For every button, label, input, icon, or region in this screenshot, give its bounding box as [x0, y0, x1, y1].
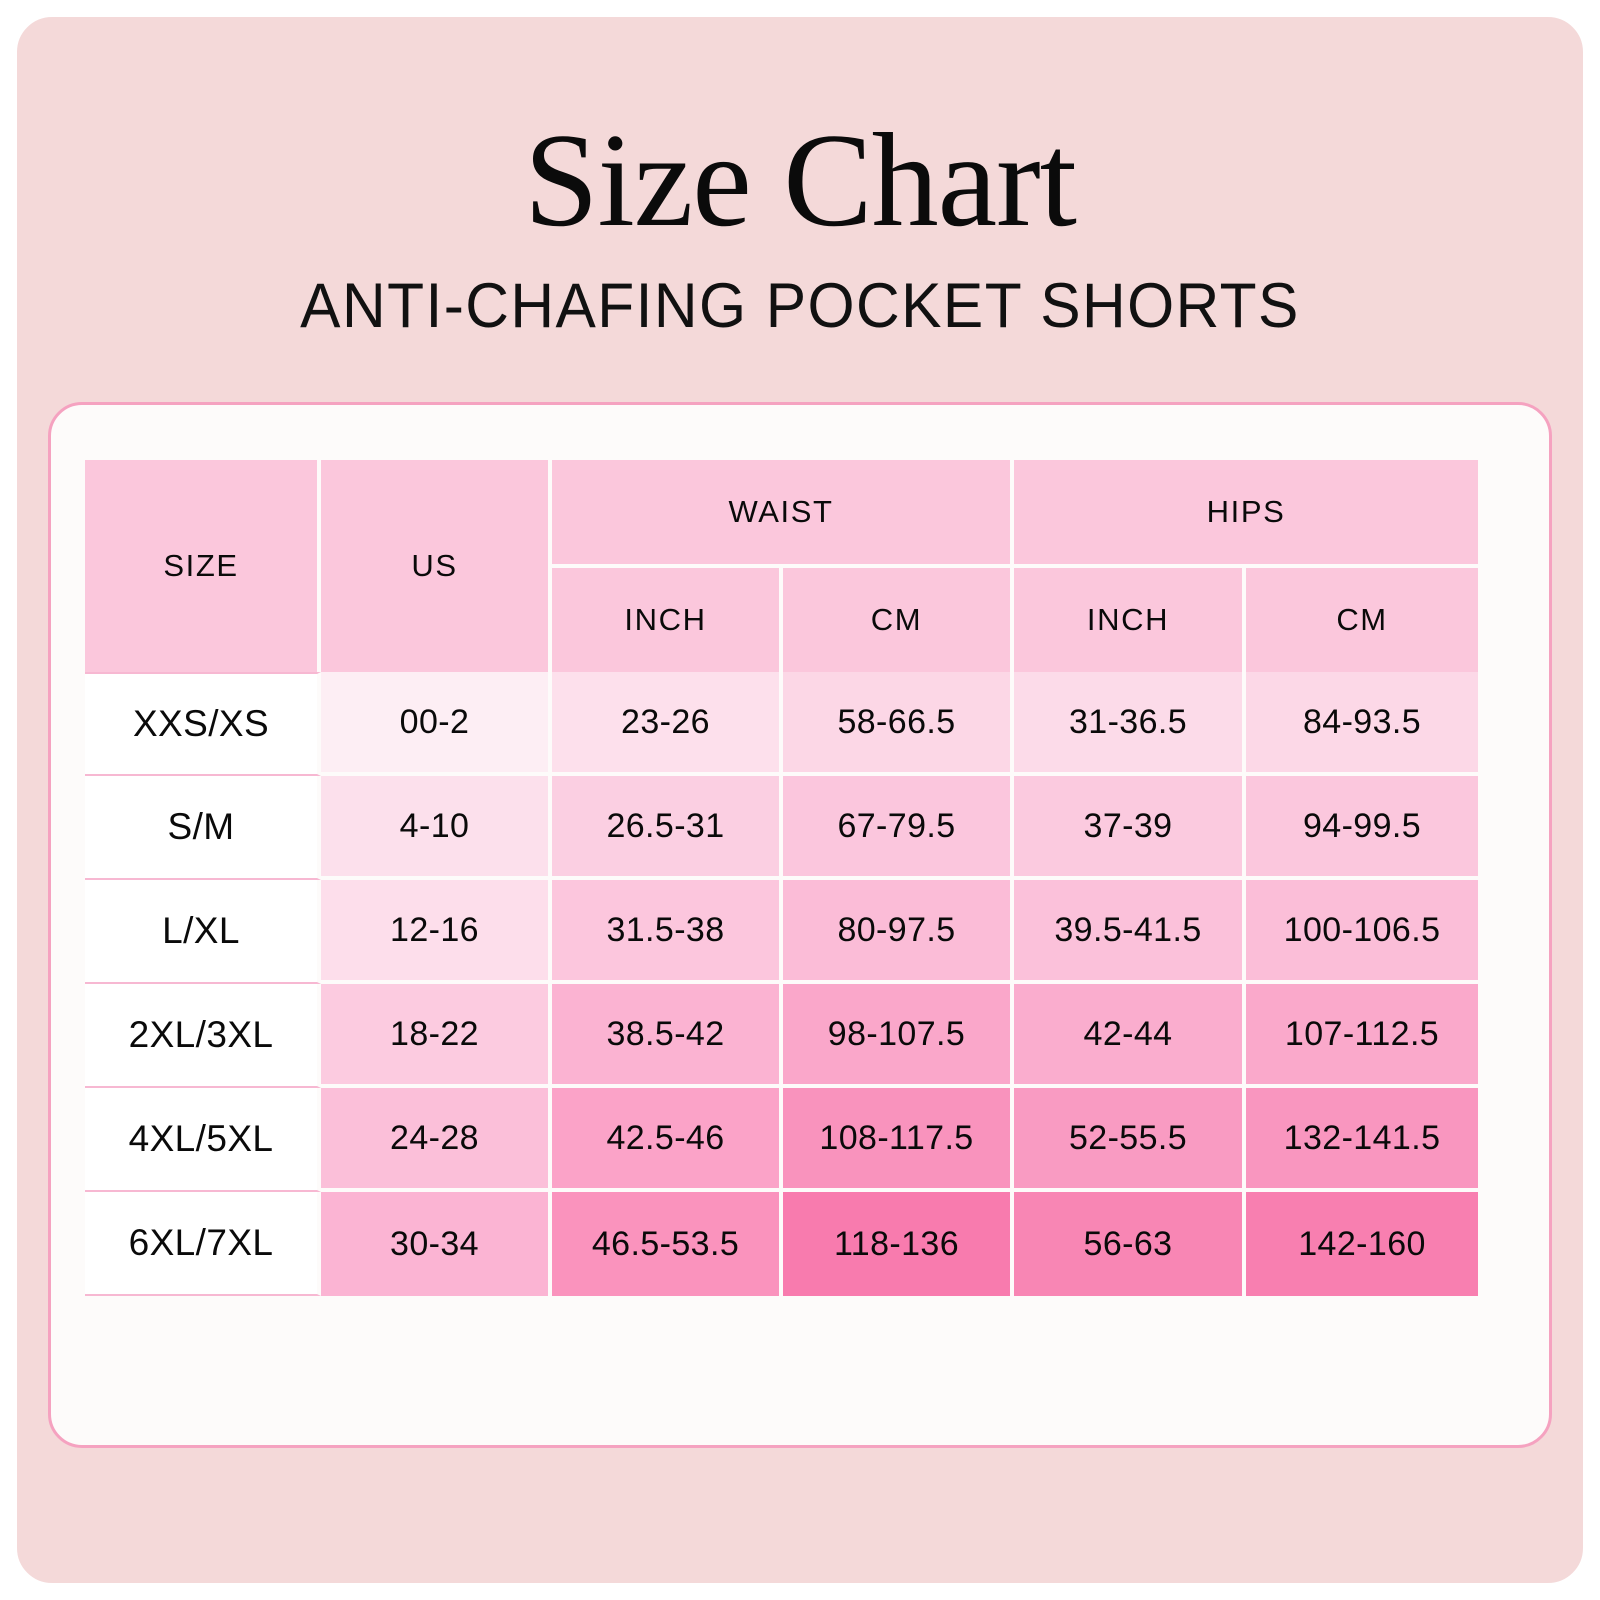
cell-waist-inch: 42.5-46 — [552, 1088, 783, 1192]
header-waist-inch: INCH — [552, 568, 783, 672]
cell-waist-inch: 38.5-42 — [552, 984, 783, 1088]
cell-waist-cm: 108-117.5 — [783, 1088, 1015, 1192]
cell-us: 4-10 — [321, 776, 552, 880]
cell-hips-inch: 37-39 — [1014, 776, 1247, 880]
cell-hips-inch: 42-44 — [1014, 984, 1247, 1088]
page-subtitle: ANTI-CHAFING POCKET SHORTS — [300, 270, 1300, 341]
table-row: 4XL/5XL 24-28 42.5-46 108-117.5 52-55.5 … — [85, 1088, 1479, 1192]
cell-us: 12-16 — [321, 880, 552, 984]
cell-waist-inch: 26.5-31 — [552, 776, 783, 880]
cell-size: L/XL — [85, 880, 321, 984]
cell-hips-cm: 132-141.5 — [1246, 1088, 1479, 1192]
cell-hips-inch: 56-63 — [1014, 1192, 1247, 1296]
size-table-wrapper: SIZE US WAIST HIPS INCH CM INCH CM XXS/X… — [85, 460, 1479, 1296]
cell-waist-cm: 58-66.5 — [783, 672, 1015, 776]
cell-size: XXS/XS — [85, 672, 321, 776]
cell-waist-inch: 46.5-53.5 — [552, 1192, 783, 1296]
cell-hips-inch: 31-36.5 — [1014, 672, 1247, 776]
cell-size: 4XL/5XL — [85, 1088, 321, 1192]
table-header-row-groups: SIZE US WAIST HIPS — [85, 460, 1479, 672]
header-waist: WAIST — [552, 460, 1015, 568]
cell-waist-cm: 118-136 — [783, 1192, 1015, 1296]
cell-hips-cm: 84-93.5 — [1246, 672, 1479, 776]
cell-hips-cm: 107-112.5 — [1246, 984, 1479, 1088]
size-table: SIZE US WAIST HIPS INCH CM INCH CM XXS/X… — [85, 460, 1479, 1296]
cell-us: 00-2 — [321, 672, 552, 776]
table-row: L/XL 12-16 31.5-38 80-97.5 39.5-41.5 100… — [85, 880, 1479, 984]
cell-hips-cm: 100-106.5 — [1246, 880, 1479, 984]
cell-hips-inch: 39.5-41.5 — [1014, 880, 1247, 984]
header-us: US — [321, 460, 552, 672]
table-body: XXS/XS 00-2 23-26 58-66.5 31-36.5 84-93.… — [85, 672, 1479, 1296]
cell-us: 30-34 — [321, 1192, 552, 1296]
table-row: 6XL/7XL 30-34 46.5-53.5 118-136 56-63 14… — [85, 1192, 1479, 1296]
header-hips: HIPS — [1014, 460, 1479, 568]
table-header-row-units: INCH CM INCH CM — [85, 568, 1479, 672]
page-title: Size Chart — [524, 106, 1077, 254]
cell-size: 6XL/7XL — [85, 1192, 321, 1296]
cell-waist-cm: 80-97.5 — [783, 880, 1015, 984]
cell-size: S/M — [85, 776, 321, 880]
title-block: Size Chart ANTI-CHAFING POCKET SHORTS — [0, 112, 1600, 339]
header-hips-inch: INCH — [1014, 568, 1247, 672]
cell-waist-cm: 98-107.5 — [783, 984, 1015, 1088]
cell-size: 2XL/3XL — [85, 984, 321, 1088]
table-head: SIZE US WAIST HIPS INCH CM INCH CM — [85, 460, 1479, 672]
table-row: 2XL/3XL 18-22 38.5-42 98-107.5 42-44 107… — [85, 984, 1479, 1088]
cell-hips-cm: 94-99.5 — [1246, 776, 1479, 880]
cell-hips-inch: 52-55.5 — [1014, 1088, 1247, 1192]
table-row: XXS/XS 00-2 23-26 58-66.5 31-36.5 84-93.… — [85, 672, 1479, 776]
cell-waist-inch: 23-26 — [552, 672, 783, 776]
header-size: SIZE — [85, 460, 321, 672]
header-waist-cm: CM — [783, 568, 1015, 672]
cell-hips-cm: 142-160 — [1246, 1192, 1479, 1296]
cell-waist-cm: 67-79.5 — [783, 776, 1015, 880]
cell-us: 18-22 — [321, 984, 552, 1088]
cell-waist-inch: 31.5-38 — [552, 880, 783, 984]
header-hips-cm: CM — [1246, 568, 1479, 672]
table-row: S/M 4-10 26.5-31 67-79.5 37-39 94-99.5 — [85, 776, 1479, 880]
cell-us: 24-28 — [321, 1088, 552, 1192]
